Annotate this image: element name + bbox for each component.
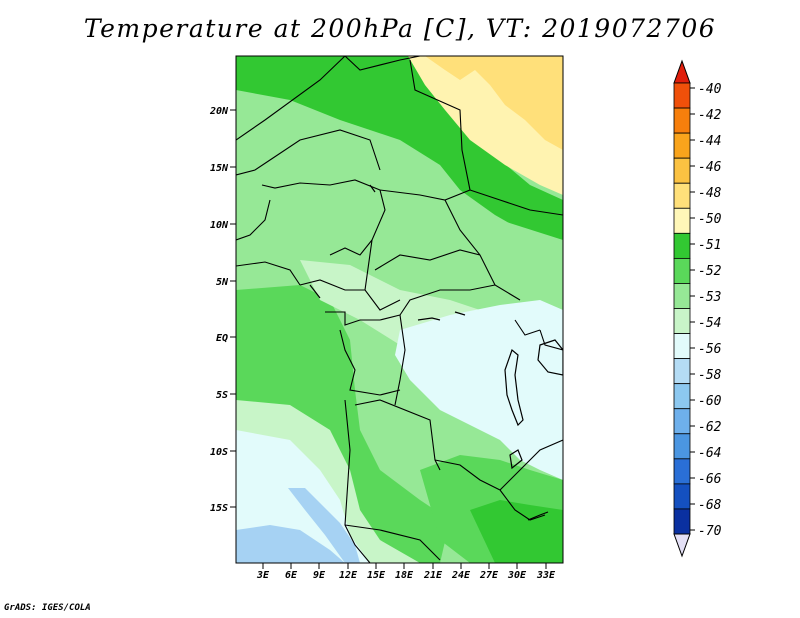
legend-label: -62 [698, 420, 722, 435]
legend-color-box [673, 157, 691, 184]
lon-tick-label: 24E [451, 570, 471, 581]
legend-color-box [673, 132, 691, 159]
lon-tick-label: 3E [256, 570, 270, 581]
legend-label: -48 [698, 186, 722, 201]
legend-label: -54 [698, 316, 721, 331]
legend-color-box [673, 308, 691, 334]
lon-tick-label: 9E [313, 570, 326, 581]
legend-color-box [673, 383, 691, 410]
legend-color-box [673, 358, 691, 385]
legend-color-box [673, 82, 691, 109]
lon-tick-label: 30E [507, 570, 527, 581]
field-cyan-east-region [395, 300, 563, 480]
legend-color-box [673, 508, 691, 535]
lat-tick-label: 15N [210, 163, 229, 174]
legend-color-box [673, 333, 691, 360]
lat-tick-label: 10S [210, 447, 228, 458]
legend-label: -44 [698, 134, 721, 149]
grads-credit: GrADS: IGES/COLA [4, 603, 91, 613]
field-yellow-dark-region [425, 56, 563, 150]
field-green-light-center-region [260, 190, 563, 330]
legend-label: -60 [698, 394, 722, 409]
legend-label: -42 [698, 108, 722, 123]
field-blue-ocean-streak-region [288, 488, 360, 563]
temperature-field [236, 56, 563, 563]
legend-color-box [673, 408, 691, 435]
legend-label: -66 [698, 472, 722, 487]
plot-frame [235, 55, 564, 564]
legend-label: -53 [698, 290, 721, 305]
lon-tick-label: 27E [479, 570, 499, 581]
country-borders [236, 56, 563, 563]
lat-tick-label: 10N [210, 220, 229, 231]
legend-label: -51 [698, 238, 721, 253]
legend-label: -40 [698, 82, 722, 97]
lat-tick-label: 5S [216, 390, 228, 401]
legend-over-triangle [673, 59, 691, 84]
lon-tick-label: 12E [339, 570, 358, 581]
legend-label: -64 [698, 446, 721, 461]
lon-tick-label: 18E [395, 570, 414, 581]
chart-title: Temperature at 200hPa [C], VT: 201907270… [83, 14, 717, 43]
lon-tick-label: 21E [423, 570, 443, 581]
legend-color-box [673, 433, 691, 460]
field-green-dark-north-region [236, 56, 563, 260]
lat-tick-label: 15S [210, 503, 228, 514]
lake-outlines [309, 184, 563, 521]
legend-under-triangle [673, 533, 691, 558]
lon-tick-label: 15E [367, 570, 386, 581]
legend-label: -52 [698, 264, 722, 279]
legend-label: -68 [698, 498, 722, 513]
legend-color-box [673, 107, 691, 134]
legend-label: -58 [698, 368, 722, 383]
legend-color-box [673, 483, 691, 510]
longitude-axis: 3E 6E 9E 12E 15E 18E 21E 24E 27E 30E 33E [256, 563, 556, 581]
legend-label: -50 [698, 212, 722, 227]
legend-color-box [673, 458, 691, 485]
lat-tick-label: 20N [209, 106, 229, 117]
legend-color-box [673, 182, 691, 209]
legend-color-box [673, 257, 691, 284]
lat-tick-label: 5N [216, 277, 229, 288]
legend-label: -46 [698, 160, 722, 175]
legend-label: -70 [698, 524, 722, 539]
latitude-axis: 20N 15N 10N 5N EQ 5S 10S 15S [209, 106, 236, 514]
field-blue-coast-region [236, 525, 345, 563]
color-legend: -40 -42 -44 -46 -48 -50 -51 -52 -53 -54 -56 -58 -60 -… [673, 59, 722, 558]
lat-tick-label: EQ [216, 333, 228, 344]
lon-tick-label: 33E [536, 570, 556, 581]
lon-tick-label: 6E [285, 570, 298, 581]
legend-color-box [673, 283, 691, 309]
legend-label: -56 [698, 342, 722, 357]
legend-color-box [673, 232, 691, 259]
legend-color-box [673, 207, 691, 234]
